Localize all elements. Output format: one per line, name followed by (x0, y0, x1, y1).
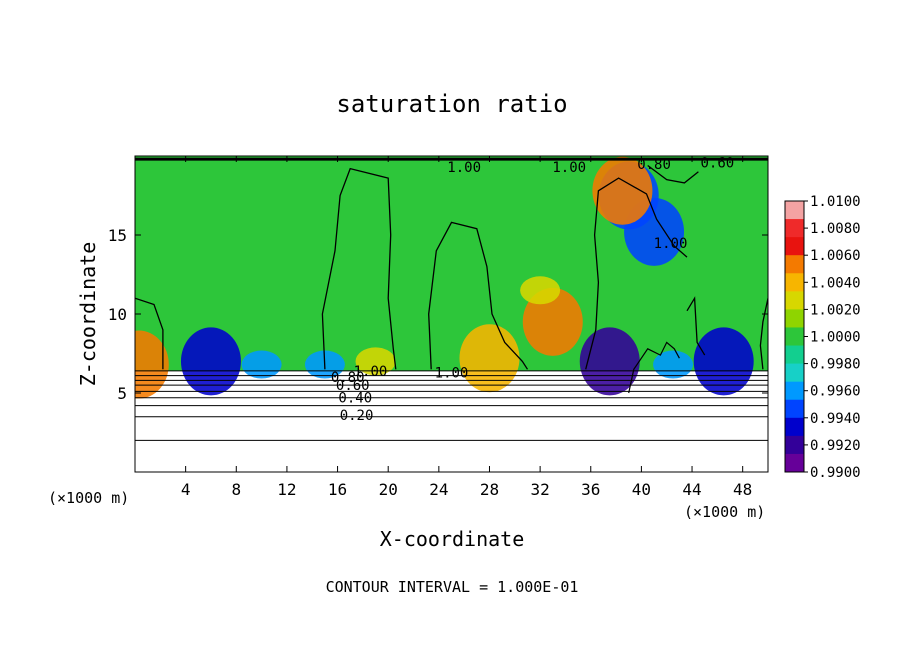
colorbar: 1.0100 1.0080 1.0060 1.0040 1.0020 1.0000 0.99… (784, 194, 861, 481)
contour-label: 1.00 (654, 236, 688, 252)
field-blob (459, 324, 520, 393)
colorbar-label: 1.0060 (810, 248, 861, 264)
contour-label: 1.00 (552, 160, 586, 176)
colorbar-swatch (785, 255, 804, 274)
dry-layer (135, 370, 768, 472)
contour-1.00 (759, 298, 768, 370)
low-level-contours (135, 370, 768, 441)
x-tick-label: 12 (277, 480, 296, 499)
x-tick-label: 40 (632, 480, 651, 499)
x-tick-label: 48 (733, 480, 752, 499)
field-blob (653, 350, 694, 379)
contour-label: 0.80 (331, 370, 365, 386)
colorbar-label: 0.9960 (810, 384, 861, 400)
contour-1.00 (428, 221, 529, 370)
contour-1.00 (585, 177, 688, 370)
colorbar-label: 0.9980 (810, 357, 861, 373)
x-tick-label: 28 (480, 480, 499, 499)
contour-label: 0.20 (340, 408, 374, 424)
colorbar-swatch (785, 273, 804, 292)
colorbar-label: 0.9940 (810, 411, 861, 427)
field-blob (180, 327, 241, 396)
colorbar-swatch (785, 291, 804, 310)
y-axis-ticks: 5 10 15 (108, 226, 768, 403)
contour-plume (628, 341, 680, 394)
y-tick-label: 15 (108, 226, 127, 245)
contour-label: 1.00 (354, 364, 388, 380)
contour-1.00 (321, 167, 397, 370)
colorbar-label: 1.0020 (810, 302, 861, 318)
colorbar-swatch (785, 363, 804, 383)
contour-label: 0.80 (637, 157, 671, 173)
saturation-field (135, 156, 768, 472)
field-blob (135, 330, 169, 399)
y-tick-label: 5 (117, 384, 127, 403)
colorbar-swatch (785, 309, 804, 328)
colorbar-swatch (785, 219, 804, 238)
x-tick-label: 32 (530, 480, 549, 499)
colorbar-swatch (785, 435, 804, 455)
x-axis-ticks: 4 8 12 16 20 24 28 32 36 40 44 48 (181, 156, 752, 499)
contour-interval-note: CONTOUR INTERVAL = 1.000E-01 (326, 578, 579, 596)
colorbar-label: 1.0040 (810, 275, 861, 291)
field-blob (693, 327, 754, 396)
x-tick-label: 8 (231, 480, 241, 499)
colorbar-swatch (785, 381, 804, 401)
colorbar-swatch (785, 201, 804, 220)
colorbar-label: 1.0100 (810, 194, 861, 210)
x-tick-label: 36 (581, 480, 600, 499)
x-unit-right: (×1000 m) (684, 503, 765, 521)
y-tick-label: 10 (108, 305, 127, 324)
colorbar-label: 1.0000 (810, 330, 861, 346)
y-axis-label: Z-coordinate (76, 242, 100, 387)
colorbar-label: 0.9900 (810, 465, 861, 481)
contour-label: 0.60 (701, 155, 735, 171)
contour-lines (135, 157, 768, 394)
x-axis-label: X-coordinate (380, 527, 525, 551)
x-unit-left: (×1000 m) (48, 489, 129, 507)
field-blob (241, 350, 282, 379)
colorbar-swatch (785, 237, 804, 256)
colorbar-swatch (785, 345, 804, 365)
field-blob (592, 156, 653, 225)
x-tick-label: 16 (328, 480, 347, 499)
colorbar-swatch (785, 399, 804, 419)
contour-1.00 (647, 164, 699, 184)
field-blob (355, 347, 396, 376)
colorbar-label: 0.9920 (810, 438, 861, 454)
field-blob (522, 287, 583, 356)
contour-label: 0.40 (338, 391, 372, 407)
chart-title: saturation ratio (336, 90, 567, 118)
contour-label: 1.00 (447, 160, 481, 176)
x-tick-label: 24 (429, 480, 448, 499)
colorbar-swatch (785, 417, 804, 437)
colorbar-label: 1.0080 (810, 221, 861, 237)
colorbar-swatch (785, 327, 804, 347)
field-blob (579, 327, 640, 396)
colorbar-swatch (785, 453, 804, 473)
contour-1.00 (686, 296, 706, 356)
contour-labels: 0.200.400.600.801.00 1.001.001.001.00 0.80… (331, 155, 734, 424)
contour-label: 0.60 (336, 378, 370, 394)
contour-label: 1.00 (435, 365, 469, 381)
x-tick-label: 20 (379, 480, 398, 499)
x-tick-label: 4 (181, 480, 191, 499)
field-blob (520, 276, 561, 305)
contour-1.00 (135, 297, 164, 370)
x-tick-label: 44 (682, 480, 701, 499)
